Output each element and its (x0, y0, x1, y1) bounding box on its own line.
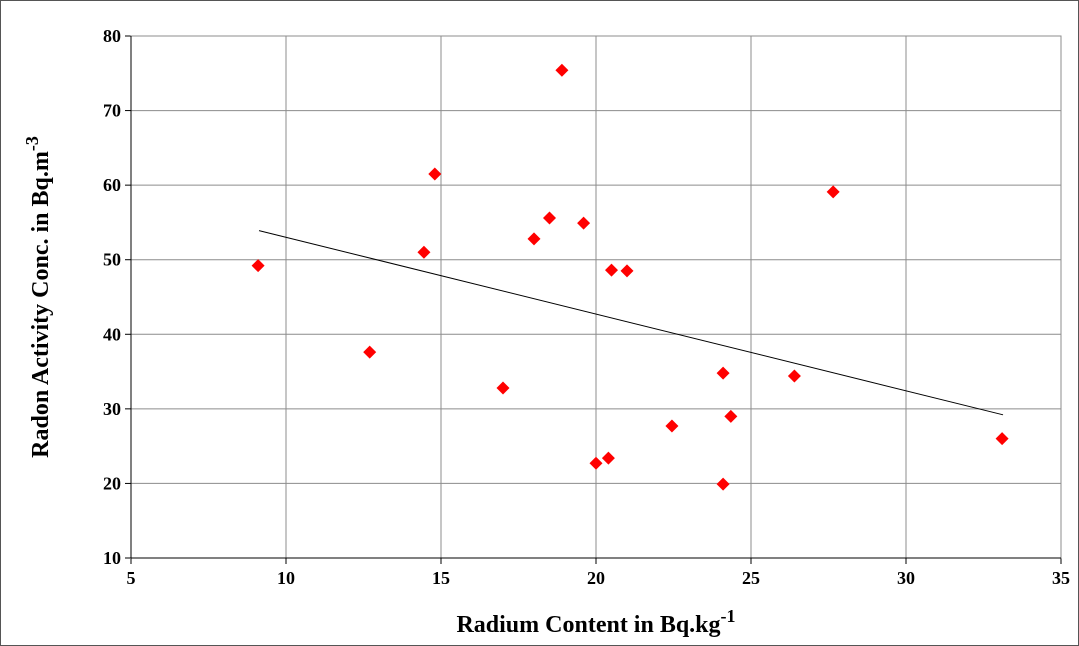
point (527, 232, 541, 246)
y-tick-label: 80 (103, 26, 121, 46)
point (417, 245, 431, 259)
y-axis-label: Radon Activity Conc. in Bq.m-3 (22, 136, 54, 458)
point (363, 345, 377, 359)
y-tick-label: 70 (103, 101, 121, 121)
point (665, 419, 679, 433)
point (724, 409, 738, 423)
point (601, 451, 615, 465)
point (995, 432, 1009, 446)
x-label-text: Radium Content in Bq.kg (456, 612, 720, 638)
point (589, 456, 603, 470)
trend-line (258, 230, 1004, 416)
y-label-text: Radon Activity Conc. in Bq.m (28, 151, 54, 458)
y-tick-label: 60 (103, 175, 121, 195)
point (620, 264, 634, 278)
point (787, 369, 801, 383)
point (577, 216, 591, 230)
point (555, 63, 569, 77)
x-tick-label: 15 (432, 568, 450, 588)
y-tick-label: 50 (103, 250, 121, 270)
x-tick-label: 35 (1052, 568, 1070, 588)
point (716, 366, 730, 380)
point (428, 167, 442, 181)
point (496, 381, 510, 395)
x-label-sup: -1 (721, 606, 736, 626)
point (826, 185, 840, 199)
point (716, 477, 730, 491)
x-tick-label: 20 (587, 568, 605, 588)
y-tick-label: 40 (103, 324, 121, 344)
point (251, 259, 265, 273)
y-tick-label: 10 (103, 548, 121, 568)
point (605, 263, 618, 277)
x-tick-label: 25 (742, 568, 760, 588)
x-axis-label: Radium Content in Bq.kg-1 (456, 606, 735, 638)
x-tick-label: 5 (127, 568, 136, 588)
point (543, 211, 556, 225)
x-tick-label: 30 (897, 568, 915, 588)
x-tick-label: 10 (277, 568, 295, 588)
y-tick-label: 20 (103, 473, 121, 493)
y-label-sup: -3 (22, 136, 42, 151)
y-tick-label: 30 (103, 399, 121, 419)
